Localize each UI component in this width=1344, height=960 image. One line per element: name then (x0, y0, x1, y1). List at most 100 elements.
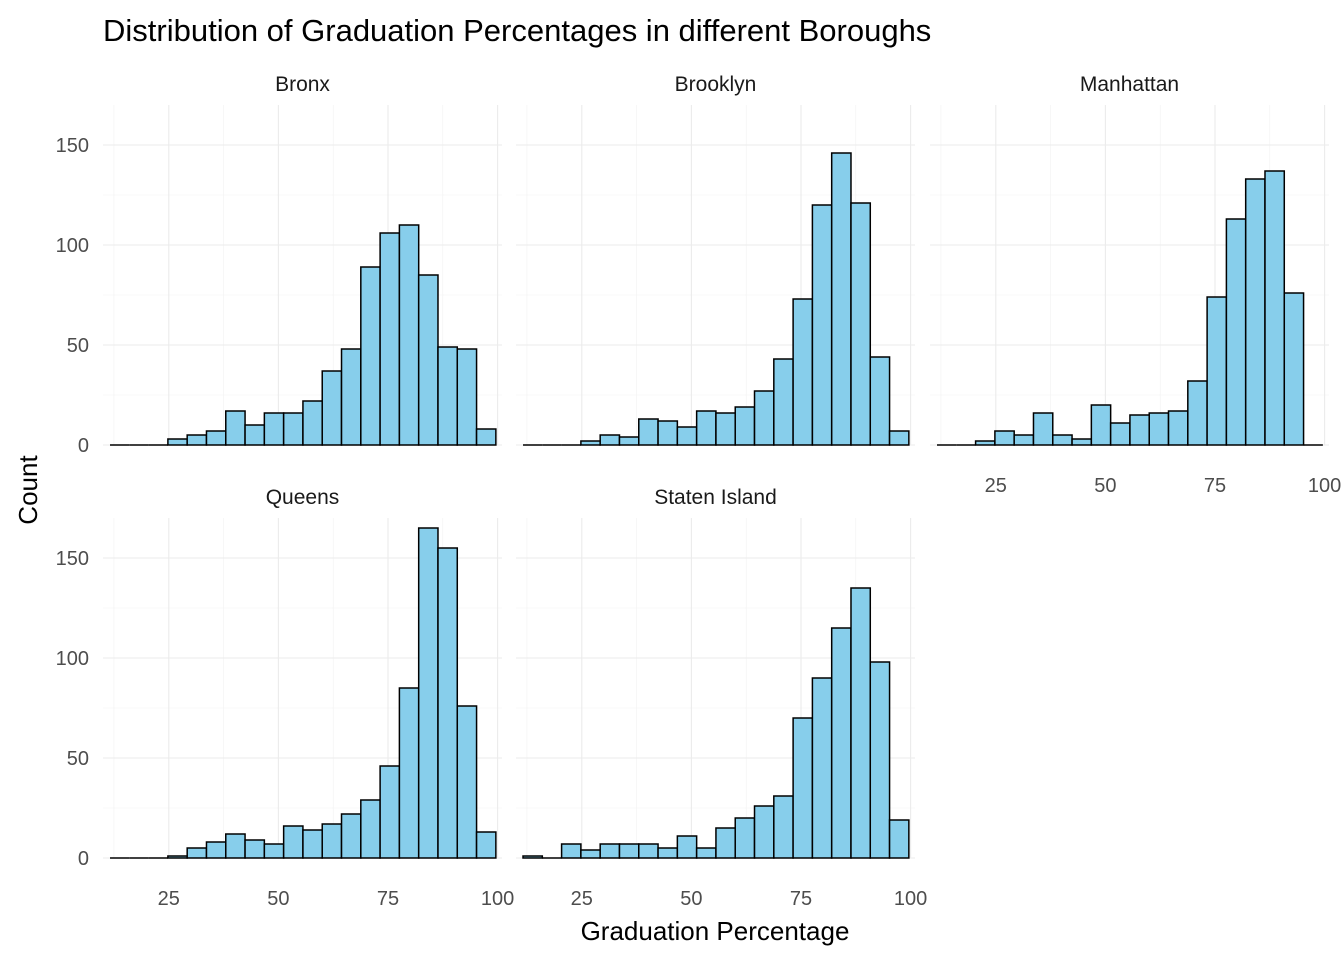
y-tick-label: 0 (78, 435, 89, 457)
histogram-bar (830, 627, 852, 859)
histogram-bar (811, 677, 833, 859)
histogram-bar (321, 823, 343, 859)
histogram-bar (753, 805, 775, 859)
histogram-bar (1052, 434, 1073, 446)
histogram-bar (456, 348, 478, 446)
histogram-bar (869, 661, 891, 859)
histogram-bar (599, 843, 621, 859)
histogram-bar (715, 412, 736, 446)
histogram-bar (282, 412, 304, 446)
y-tick-label: 0 (78, 848, 89, 870)
histogram-bar (1090, 404, 1112, 446)
histogram-bar (773, 795, 794, 859)
histogram-bar (437, 346, 459, 446)
chart-title: Distribution of Graduation Percentages i… (103, 13, 931, 48)
histogram-bar (263, 412, 285, 446)
panel-manhattan: Manhattan 25 50 75 100 (930, 73, 1341, 497)
histogram-bar (1109, 422, 1131, 446)
histogram-bar (205, 841, 227, 859)
facet-label: Brooklyn (675, 73, 757, 96)
histogram-bar (167, 438, 188, 446)
histogram-bar (1167, 410, 1189, 446)
x-tick-label: 25 (158, 888, 180, 910)
y-tick-label: 50 (67, 748, 89, 770)
histogram-bar (417, 274, 439, 446)
histogram-bar (398, 687, 420, 859)
histogram-bar (560, 843, 582, 859)
x-tick-label: 75 (377, 888, 399, 910)
histogram-bar (974, 440, 996, 446)
histogram-bar (417, 527, 439, 859)
histogram-bar (437, 547, 459, 859)
histogram-bar (695, 847, 717, 859)
histogram-bar (850, 202, 872, 446)
histogram-bar (715, 827, 736, 859)
histogram-bar (1187, 380, 1208, 446)
y-tick-label: 100 (56, 235, 89, 257)
facet-panels: Bronx 0 50 100 150 Brooklyn Manhattan 25 50 75 100… (56, 73, 1342, 910)
x-tick-label: 100 (481, 888, 514, 910)
histogram-bar (638, 418, 659, 446)
histogram-bar (792, 298, 814, 446)
histogram-bar (1032, 412, 1054, 446)
histogram-bar (379, 232, 401, 446)
histogram-bar (282, 825, 304, 859)
histogram-bar (302, 829, 323, 859)
y-tick-label: 100 (56, 648, 89, 670)
histogram-bar (205, 430, 227, 446)
x-tick-label: 25 (985, 475, 1007, 497)
histogram-bar (657, 847, 679, 859)
histogram-bar (792, 717, 814, 859)
histogram-bar (1225, 218, 1247, 446)
histogram-bar (1071, 438, 1093, 446)
x-tick-label: 100 (1308, 475, 1341, 497)
histogram-bar (1206, 296, 1228, 446)
x-tick-label: 100 (894, 888, 927, 910)
panel-bronx: Bronx 0 50 100 150 (56, 73, 502, 457)
histogram-bar (618, 843, 640, 859)
histogram-bar (830, 152, 852, 446)
histogram-bar (753, 390, 775, 446)
histogram-bar (1283, 292, 1305, 446)
y-tick-label: 50 (67, 335, 89, 357)
facet-label: Queens (266, 486, 340, 509)
histogram-bar (1148, 412, 1170, 446)
y-axis-title: Count (13, 455, 43, 525)
histogram-bar (456, 705, 478, 859)
histogram-bar (994, 430, 1015, 446)
y-tick-label: 150 (56, 135, 89, 157)
histogram-bar (618, 436, 640, 446)
histogram-bar (360, 266, 381, 446)
histogram-bar (522, 855, 544, 859)
histogram-bar (1244, 178, 1266, 446)
x-axis-title: Graduation Percentage (581, 916, 850, 946)
histogram-bar (186, 847, 208, 859)
facet-label: Manhattan (1080, 73, 1179, 96)
x-tick-label: 50 (1094, 475, 1116, 497)
histogram-bar (599, 434, 621, 446)
histogram-bar (657, 420, 679, 446)
histogram-bar (225, 410, 246, 446)
y-tick-label: 150 (56, 548, 89, 570)
histogram-bar (1264, 170, 1286, 446)
histogram-bar (167, 855, 188, 859)
panel-queens: Queens 0 50 100 150 25 50 75 100 (56, 486, 515, 910)
histogram-bar (225, 833, 246, 859)
panel-staten-island: Staten Island 25 50 75 100 (516, 486, 927, 910)
histogram-bar (773, 358, 794, 446)
histogram-bar (340, 813, 362, 859)
histogram-bar (888, 430, 910, 446)
histogram-bar (379, 765, 401, 859)
histogram-bar (638, 843, 659, 859)
histogram-bar (695, 410, 717, 446)
histogram-bar (475, 831, 497, 859)
histogram-bar (1129, 414, 1150, 446)
histogram-bar (850, 587, 872, 859)
histogram-bar (263, 843, 285, 859)
histogram-bar (186, 434, 208, 446)
histogram-bar (398, 224, 420, 446)
x-tick-label: 75 (790, 888, 812, 910)
histogram-bar (888, 819, 910, 859)
x-tick-label: 25 (571, 888, 593, 910)
